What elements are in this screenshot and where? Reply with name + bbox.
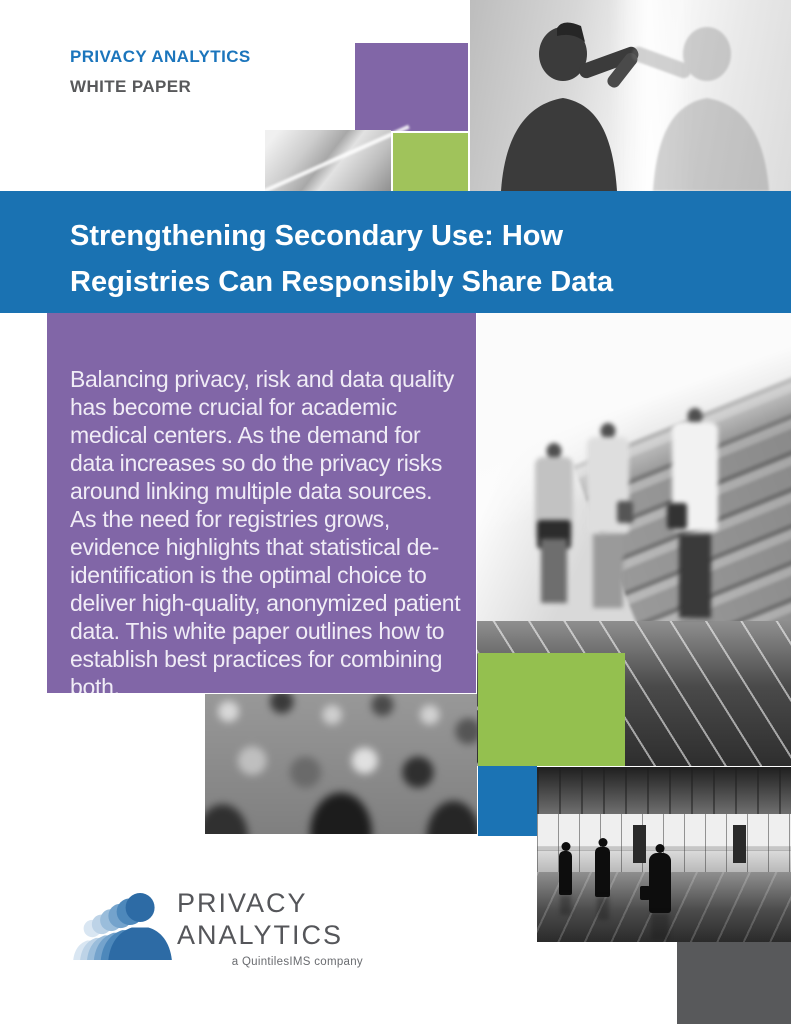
title-banner: Strengthening Secondary Use: How Registr… (0, 191, 791, 313)
crowd-blur (205, 694, 477, 834)
crowd-photo (205, 694, 477, 834)
standing-person-silhouette (640, 853, 671, 913)
hall-door-panel (733, 824, 746, 863)
abstract-block: Balancing privacy, risk and data quality… (47, 313, 476, 693)
green-accent-square-right (478, 653, 625, 766)
gray-accent-square (677, 942, 791, 1024)
abstract-paragraph: Balancing privacy, risk and data quality… (70, 366, 461, 693)
architecture-highlight (258, 124, 410, 196)
architecture-photo (258, 124, 410, 196)
man-silhouette (501, 22, 639, 191)
walking-person-silhouette (667, 408, 718, 618)
privacy-analytics-logo-text: PRIVACY ANALYTICS a QuintilesIMS company (177, 887, 363, 968)
blue-accent-square (478, 766, 537, 836)
logo-tagline: a QuintilesIMS company (231, 956, 363, 968)
privacy-analytics-logo-icon (73, 893, 172, 960)
logo-word-analytics: ANALYTICS (177, 920, 344, 950)
walking-person-silhouette (587, 423, 633, 608)
page-title-line-2: Registries Can Responsibly Share Data (70, 266, 614, 298)
walking-person-silhouette (535, 443, 573, 603)
document-type-label: WHITE PAPER (70, 77, 192, 96)
brand-eyebrow: PRIVACY ANALYTICS (70, 47, 251, 66)
logo-word-privacy: PRIVACY (177, 888, 308, 918)
page-title-line-1: Strengthening Secondary Use: How (70, 220, 564, 252)
purple-accent-square-top (355, 43, 468, 131)
hall-ceiling-grid (537, 767, 791, 815)
mirror-glow (611, 0, 695, 191)
man-mirror-photo (470, 0, 791, 191)
mirror-reflection-silhouette (631, 27, 769, 191)
hall-door-panel (633, 824, 646, 863)
standing-person-silhouette (595, 847, 610, 897)
title-block: Strengthening Secondary Use: How Registr… (70, 213, 613, 305)
glass-hall-photo (537, 767, 791, 942)
green-accent-square-top (393, 133, 468, 191)
standing-person-silhouette (559, 851, 572, 895)
